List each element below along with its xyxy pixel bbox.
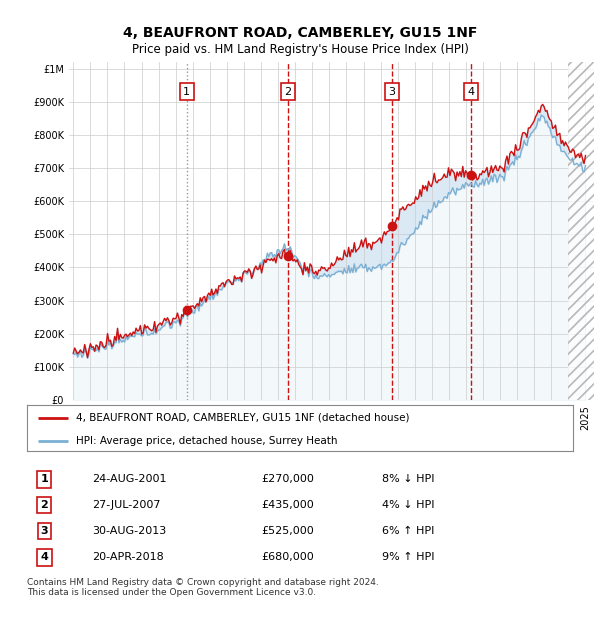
Text: 4, BEAUFRONT ROAD, CAMBERLEY, GU15 1NF: 4, BEAUFRONT ROAD, CAMBERLEY, GU15 1NF bbox=[123, 26, 477, 40]
Text: 6% ↑ HPI: 6% ↑ HPI bbox=[382, 526, 434, 536]
Text: 4: 4 bbox=[467, 87, 475, 97]
Text: 3: 3 bbox=[41, 526, 48, 536]
Text: £270,000: £270,000 bbox=[262, 474, 314, 484]
Text: 3: 3 bbox=[389, 87, 395, 97]
Text: 24-AUG-2001: 24-AUG-2001 bbox=[92, 474, 167, 484]
Text: 20-APR-2018: 20-APR-2018 bbox=[92, 552, 164, 562]
Text: £435,000: £435,000 bbox=[262, 500, 314, 510]
Text: 30-AUG-2013: 30-AUG-2013 bbox=[92, 526, 167, 536]
Text: Price paid vs. HM Land Registry's House Price Index (HPI): Price paid vs. HM Land Registry's House … bbox=[131, 43, 469, 56]
Text: 1: 1 bbox=[184, 87, 190, 97]
Text: HPI: Average price, detached house, Surrey Heath: HPI: Average price, detached house, Surr… bbox=[76, 436, 338, 446]
Text: 4, BEAUFRONT ROAD, CAMBERLEY, GU15 1NF (detached house): 4, BEAUFRONT ROAD, CAMBERLEY, GU15 1NF (… bbox=[76, 413, 410, 423]
Text: £525,000: £525,000 bbox=[262, 526, 314, 536]
Text: 9% ↑ HPI: 9% ↑ HPI bbox=[382, 552, 434, 562]
Text: Contains HM Land Registry data © Crown copyright and database right 2024.
This d: Contains HM Land Registry data © Crown c… bbox=[27, 578, 379, 597]
Text: 2: 2 bbox=[284, 87, 292, 97]
Text: 4% ↓ HPI: 4% ↓ HPI bbox=[382, 500, 434, 510]
Text: 8% ↓ HPI: 8% ↓ HPI bbox=[382, 474, 434, 484]
Text: 27-JUL-2007: 27-JUL-2007 bbox=[92, 500, 161, 510]
Text: 1: 1 bbox=[41, 474, 49, 484]
Text: 4: 4 bbox=[41, 552, 49, 562]
Text: £680,000: £680,000 bbox=[262, 552, 314, 562]
Text: 2: 2 bbox=[41, 500, 49, 510]
